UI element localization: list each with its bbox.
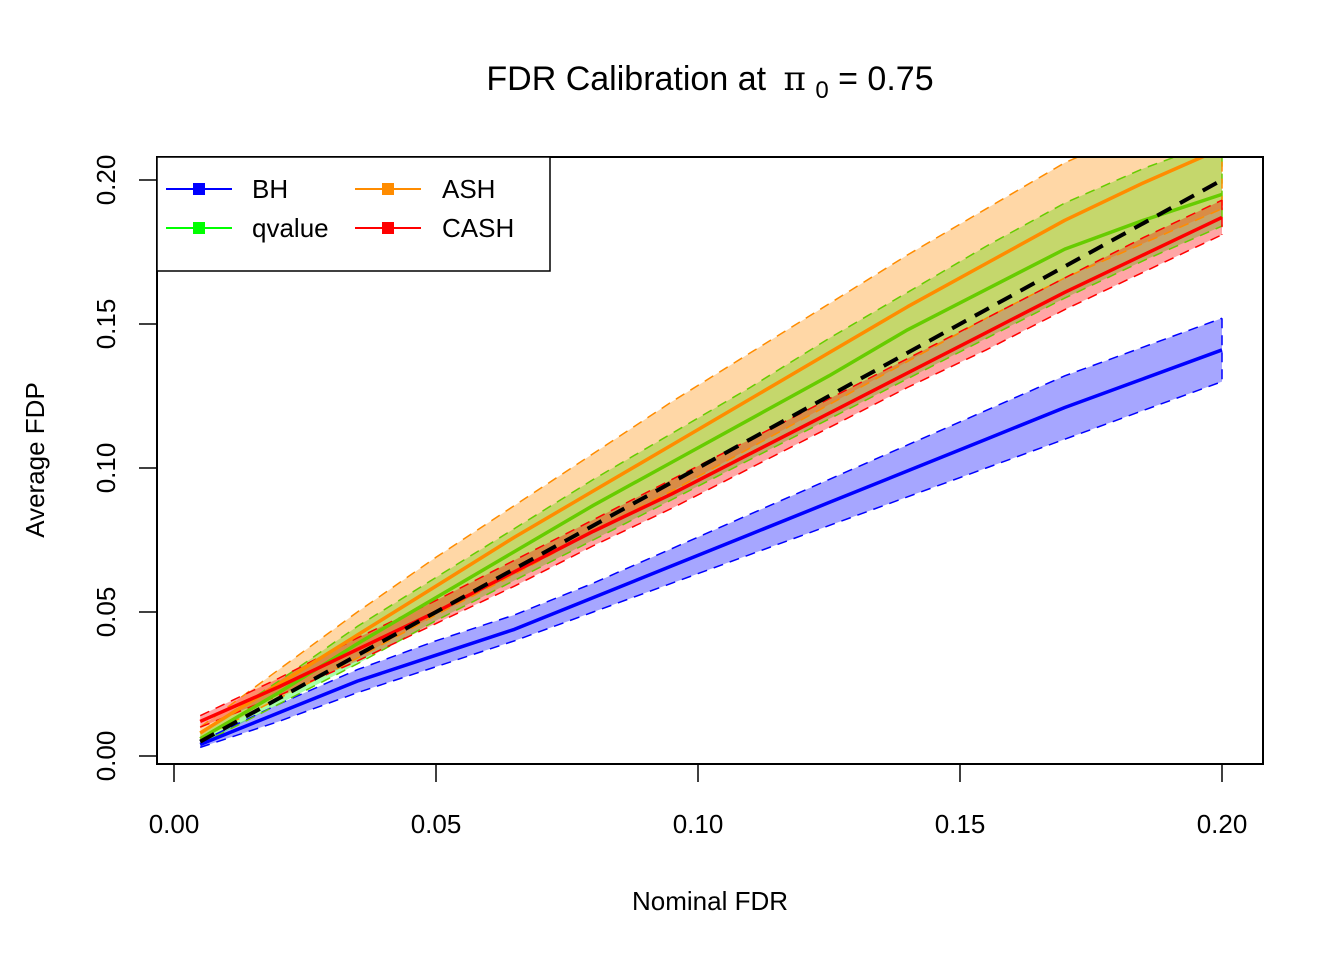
chart-title-pi: π [784, 59, 806, 99]
y-tick-label: 0.00 [91, 731, 121, 782]
y-tick-label: 0.15 [91, 299, 121, 350]
y-tick-label: 0.05 [91, 587, 121, 638]
x-tick-label: 0.05 [411, 809, 462, 839]
y-axis: 0.00 0.05 0.10 0.15 0.20 [91, 155, 158, 782]
band-cash [200, 200, 1222, 728]
line-cash [199, 215, 1223, 724]
chart-title-value: = 0.75 [838, 60, 933, 98]
legend-label: CASH [442, 213, 514, 243]
legend-box [156, 156, 551, 272]
y-axis-label: Average FDP [20, 382, 50, 538]
x-tick-label: 0.20 [1197, 809, 1248, 839]
legend-item-bh: BH [166, 174, 288, 204]
band-upper-ash [199, 157, 1080, 728]
x-tick-label: 0.15 [935, 809, 986, 839]
band-lower-qvalue [199, 225, 1223, 746]
legend-item-ash: ASH [355, 174, 495, 204]
band-lower-cash [199, 234, 1223, 728]
band-upper-bh [199, 317, 1223, 743]
legend-square-marker [193, 222, 205, 234]
chart-title: FDR Calibration at π 0 = 0.75 [486, 59, 933, 106]
legend-square-marker [382, 183, 394, 195]
chart-title-subscript: 0 [815, 77, 828, 104]
band-lower-bh [199, 380, 1223, 749]
legend-label: ASH [442, 174, 495, 204]
line-qvalue [199, 192, 1223, 741]
band-ash [200, 157, 1222, 739]
band-qvalue [200, 157, 1222, 745]
band-upper-cash [199, 199, 1223, 717]
legend-square-marker [382, 222, 394, 234]
x-tick-label: 0.00 [149, 809, 200, 839]
line-ash [199, 157, 1207, 735]
x-tick-label: 0.10 [673, 809, 724, 839]
y-tick-label: 0.20 [91, 155, 121, 206]
y-tick-label: 0.10 [91, 443, 121, 494]
line-bh [199, 348, 1223, 747]
legend: BH qvalue ASH CASH [156, 156, 551, 272]
band-upper-qvalue [199, 157, 1177, 734]
x-axis-label: Nominal FDR [632, 886, 788, 916]
legend-label: qvalue [252, 213, 329, 243]
band-lower-ash [199, 208, 1223, 740]
chart-title-main: FDR Calibration at [486, 60, 766, 98]
legend-item-cash: CASH [355, 213, 514, 243]
legend-square-marker [193, 183, 205, 195]
reference-line-y-equals-x [199, 178, 1223, 744]
legend-label: BH [252, 174, 288, 204]
x-axis: 0.00 0.05 0.10 0.15 0.20 [149, 763, 1248, 839]
confidence-bands [199, 157, 1223, 749]
legend-item-qvalue: qvalue [166, 213, 329, 243]
band-bh [200, 318, 1222, 748]
series-lines [199, 157, 1223, 747]
